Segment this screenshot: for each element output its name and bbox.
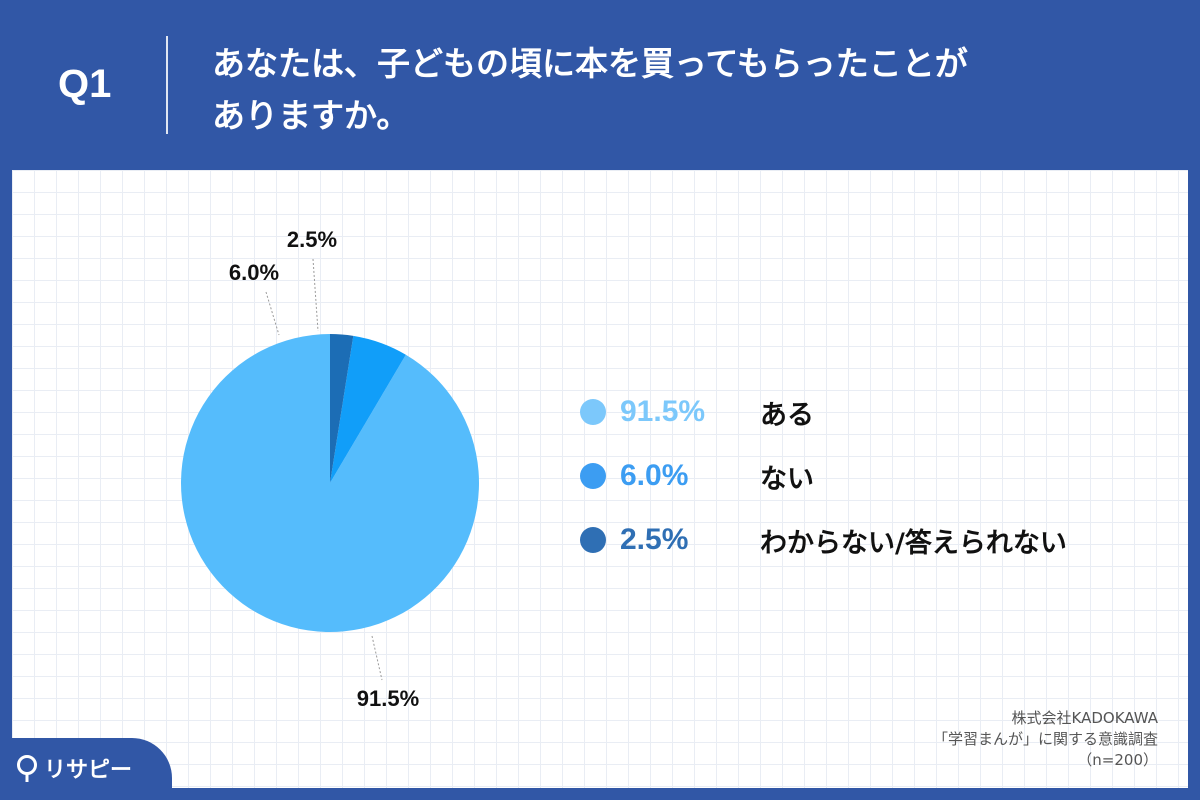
pie-value-label-2: 2.5% — [287, 227, 337, 252]
chart-legend: 91.5% ある 6.0% ない 2.5% わからない/答えられない — [580, 380, 1140, 572]
legend-dot-unknown — [580, 527, 606, 553]
legend-pct-unknown: 2.5% — [620, 523, 689, 556]
pie-value-label-1: 6.0% — [229, 260, 279, 285]
source-company: 株式会社KADOKAWA — [1011, 709, 1158, 727]
source-survey: 「学習まんが」に関する意識調査 — [932, 730, 1158, 748]
pie-slices — [180, 334, 479, 632]
pin-icon — [17, 755, 37, 782]
legend-name-aru: ある — [760, 399, 814, 431]
legend-dot-aru — [580, 399, 606, 425]
pie-leader-line-0 — [371, 635, 383, 681]
header-banner: Q1 あなたは、子どもの頃に本を買ってもらったことが ありますか。 — [0, 0, 1200, 170]
source-note: 株式会社KADOKAWA 「学習まんが」に関する意識調査 （n=200） — [758, 708, 1158, 771]
brand-logo-tab: リサピー — [0, 738, 172, 800]
pie-leader-line-1 — [265, 291, 280, 336]
legend-name-unknown: わからない/答えられない — [760, 527, 1067, 559]
header-divider — [166, 36, 168, 134]
legend-name-nai: ない — [760, 463, 814, 495]
pie-leader-lines — [265, 258, 383, 681]
legend-item-aru: 91.5% ある — [580, 380, 1140, 444]
legend-item-unknown: 2.5% わからない/答えられない — [580, 508, 1140, 572]
question-line-2: ありますか。 — [212, 96, 410, 135]
pie-slice-2 — [330, 334, 354, 483]
pie-leader-line-2 — [312, 258, 319, 332]
question-line-1: あなたは、子どもの頃に本を買ってもらったことが — [212, 44, 968, 83]
legend-pct-aru: 91.5% — [620, 395, 706, 428]
brand-logo-text: リサピー — [44, 758, 133, 783]
legend-item-nai: 6.0% ない — [580, 444, 1140, 508]
pie-slice-1 — [330, 335, 406, 483]
question-number: Q1 — [58, 62, 112, 106]
legend-dot-nai — [580, 463, 606, 489]
pie-value-label-0: 91.5% — [357, 686, 419, 711]
question-text: あなたは、子どもの頃に本を買ってもらったことが ありますか。 — [212, 38, 1112, 142]
legend-pct-nai: 6.0% — [620, 459, 689, 492]
source-sample-size: （n=200） — [1077, 751, 1158, 769]
pie-value-labels: 91.5% 6.0% 2.5% — [229, 227, 419, 711]
